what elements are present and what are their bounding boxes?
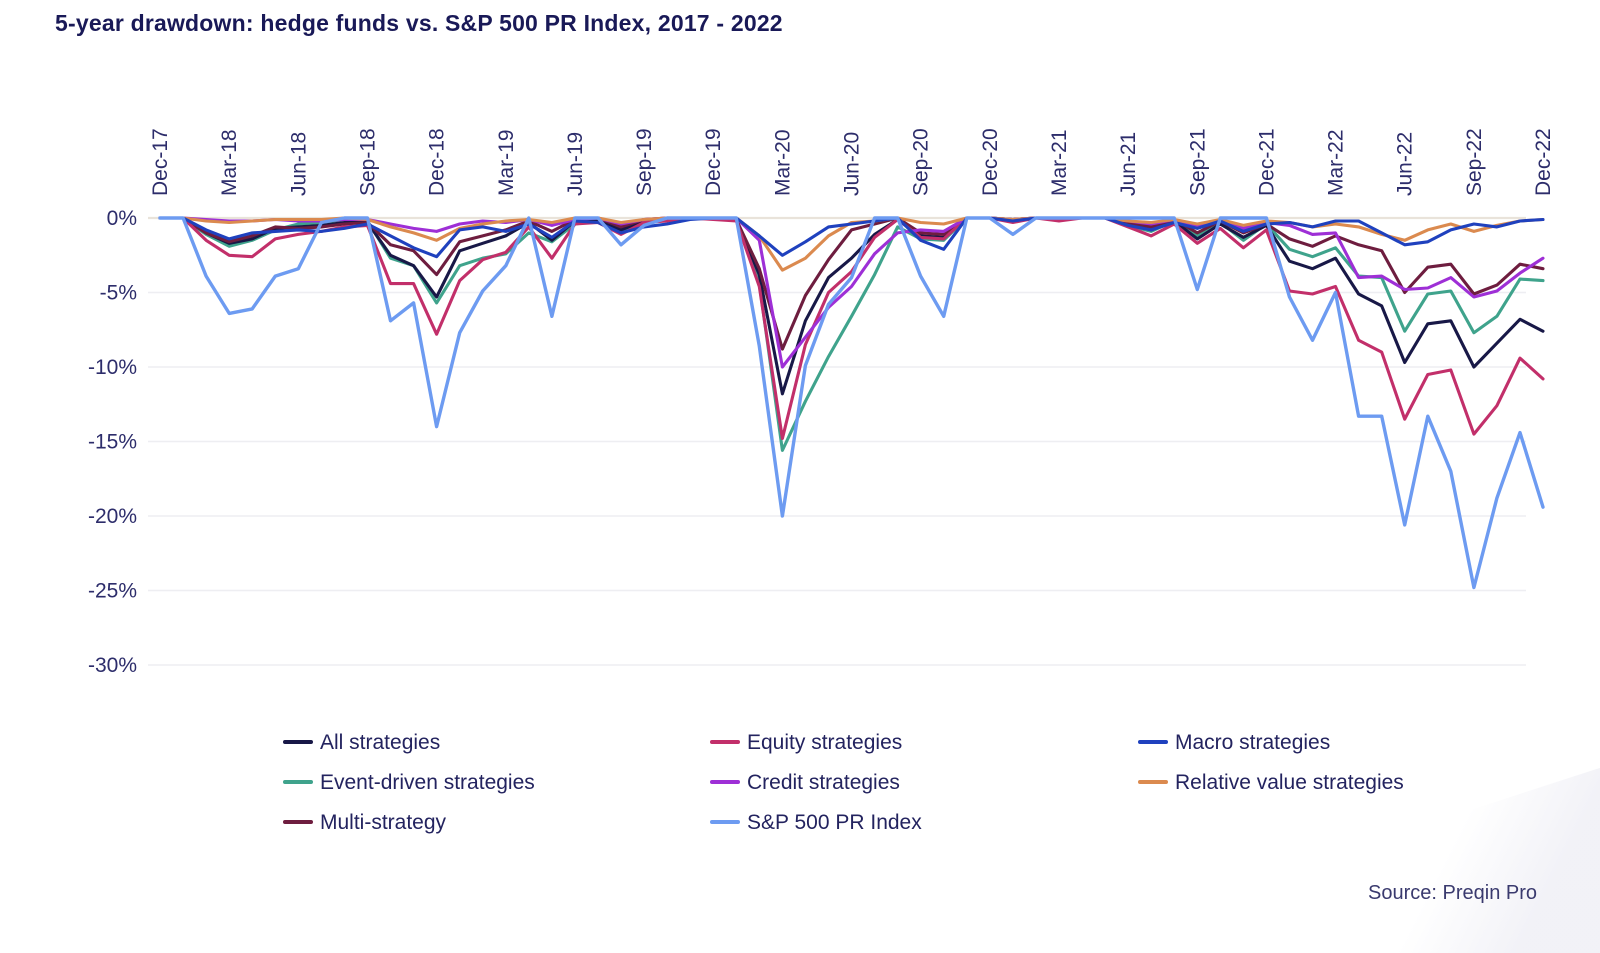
x-axis-tick-label: Dec-20 [979, 128, 1002, 196]
legend-item-relative-value-strategies: Relative value strategies [1138, 772, 1558, 793]
equity-strategies-swatch-icon [710, 739, 740, 745]
x-axis-tick-label: Mar-19 [495, 129, 518, 196]
x-axis-tick-label: Dec-22 [1532, 128, 1555, 196]
x-axis-tick-label: Dec-17 [149, 128, 172, 196]
legend-label: Credit strategies [747, 770, 900, 794]
series-line-credit [158, 216, 1545, 369]
x-axis-tick-label: Sep-18 [356, 128, 379, 196]
legend: All strategies Equity strategies Macro s… [283, 722, 1558, 842]
x-axis-tick-label: Jun-21 [1117, 132, 1140, 196]
multi-strategy-swatch-icon [283, 819, 313, 825]
x-axis-tick-label: Mar-18 [218, 129, 241, 196]
series-line-event_driven [158, 216, 1545, 452]
event-driven-strategies-swatch-icon [283, 779, 313, 785]
legend-item-macro-strategies: Macro strategies [1138, 732, 1558, 753]
y-axis-tick-label: -10% [88, 356, 137, 379]
legend-label: Relative value strategies [1175, 770, 1404, 794]
x-axis-tick-label: Sep-20 [910, 128, 933, 196]
y-axis-tick-label: 0% [107, 207, 137, 230]
x-axis-tick-label: Jun-18 [287, 132, 310, 196]
y-axis-tick-label: -20% [88, 505, 137, 528]
series-line-sp500 [158, 216, 1545, 590]
legend-label: Equity strategies [747, 730, 903, 754]
legend-label: Multi-strategy [320, 810, 447, 834]
legend-item-credit-strategies: Credit strategies [710, 772, 1138, 793]
series-line-equity [158, 216, 1545, 441]
legend-label: All strategies [320, 730, 441, 754]
x-axis-tick-label: Mar-21 [1048, 129, 1071, 196]
y-axis-tick-label: -30% [88, 654, 137, 677]
legend-label: S&P 500 PR Index [747, 810, 922, 834]
macro-strategies-swatch-icon [1138, 739, 1168, 745]
x-axis-tick-label: Sep-22 [1463, 128, 1486, 196]
x-axis-tick-label: Dec-18 [426, 128, 449, 196]
legend-item-event-driven-strategies: Event-driven strategies [283, 772, 710, 793]
x-axis-tick-label: Sep-19 [633, 128, 656, 196]
y-axis-tick-label: -5% [100, 282, 137, 305]
legend-label: Event-driven strategies [320, 770, 535, 794]
legend-label: Macro strategies [1175, 730, 1331, 754]
x-axis-tick-label: Jun-22 [1394, 132, 1417, 196]
drawdown-chart: 0% -5% -10% -15% -20% -25% -30% Dec-17 Mar-18 Jun… [88, 128, 1555, 677]
y-axis-tick-label: -15% [88, 431, 137, 454]
legend-item-equity-strategies: Equity strategies [710, 732, 1138, 753]
y-axis-tick-label: -25% [88, 580, 137, 603]
series-line-multi [158, 216, 1545, 351]
x-axis-tick-label: Mar-20 [771, 129, 794, 196]
x-axis-tick-label: Sep-21 [1186, 128, 1209, 196]
source-note: Source: Preqin Pro [1368, 882, 1537, 904]
sp500-pr-index-swatch-icon [710, 819, 740, 825]
all-strategies-swatch-icon [283, 739, 313, 745]
legend-item-all-strategies: All strategies [283, 732, 710, 753]
series-line-macro [158, 216, 1545, 259]
x-axis-tick-label: Mar-22 [1325, 129, 1348, 196]
x-axis-tick-label: Jun-20 [841, 132, 864, 196]
legend-item-sp500-pr-index: S&P 500 PR Index [710, 812, 1138, 833]
chart-title: 5-year drawdown: hedge funds vs. S&P 500… [55, 10, 783, 36]
series-line-all [158, 216, 1545, 396]
credit-strategies-swatch-icon [710, 779, 740, 785]
relative-value-strategies-swatch-icon [1138, 779, 1168, 785]
x-axis-tick-label: Dec-21 [1255, 128, 1278, 196]
x-axis-tick-label: Dec-19 [702, 128, 725, 196]
legend-item-multi-strategy: Multi-strategy [283, 812, 710, 833]
x-axis-tick-label: Jun-19 [564, 132, 587, 196]
